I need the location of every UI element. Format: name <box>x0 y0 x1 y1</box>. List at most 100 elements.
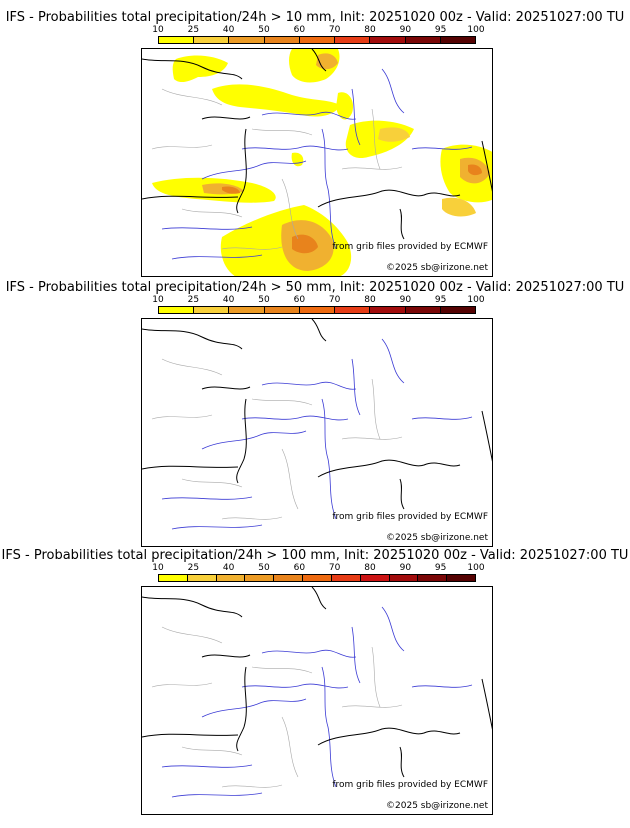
shade-iberia-max <box>292 234 318 254</box>
rivers <box>161 68 473 260</box>
colorbar-swatch <box>216 575 246 581</box>
colorbar-swatch <box>299 307 336 313</box>
colorbar-tick-label: 60 <box>293 25 306 35</box>
colorbar-swatch <box>245 575 275 581</box>
colorbar-swatch <box>370 307 406 313</box>
colorbar-tick-label: 80 <box>364 25 376 35</box>
map-panel-100mm: IFS - Probabilities total precipitation/… <box>0 538 630 815</box>
colorbar-swatch <box>299 37 336 43</box>
borders <box>151 358 403 520</box>
colorbar-swatch <box>447 575 475 581</box>
colorbar-tick-label: 100 <box>467 25 485 35</box>
colorbar-swatch <box>360 575 390 581</box>
colorbar-swatch <box>194 37 230 43</box>
borders <box>151 88 403 250</box>
panel-title: IFS - Probabilities total precipitation/… <box>5 10 625 25</box>
colorbar-tick-label: 10 <box>152 295 164 305</box>
colorbar-tick-label: 50 <box>258 563 270 573</box>
colorbar-ticks: 10 25 40 50 60 70 80 90 95 100 <box>152 563 484 573</box>
colorbar-swatch <box>229 307 265 313</box>
colorbar-swatch <box>194 307 230 313</box>
colorbar-tick-label: 25 <box>187 295 200 305</box>
colorbar-swatch <box>405 307 441 313</box>
colorbar-tick-label: 70 <box>328 25 341 35</box>
map-canvas <box>142 49 492 276</box>
data-credit: from grib files provided by ECMWF <box>332 780 488 790</box>
colorbar-tick-label: 95 <box>434 25 447 35</box>
map-panel-10mm: IFS - Probabilities total precipitation/… <box>0 0 630 277</box>
coastline <box>142 587 492 778</box>
colorbar-swatch <box>335 307 371 313</box>
map-panel-50mm: IFS - Probabilities total precipitation/… <box>0 270 630 547</box>
colorbar-tick-label: 80 <box>364 295 376 305</box>
colorbar-tick-label: 40 <box>222 295 235 305</box>
colorbar <box>158 306 476 314</box>
colorbar-swatch <box>303 575 332 581</box>
colorbar-swatch <box>274 575 304 581</box>
colorbar-tick-label: 40 <box>222 25 235 35</box>
colorbar-swatch <box>370 37 406 43</box>
shade-swiss-core <box>378 127 410 142</box>
colorbar-swatch <box>335 37 371 43</box>
data-credit: from grib files provided by ECMWF <box>332 512 488 522</box>
colorbar-tick-label: 10 <box>152 563 164 573</box>
colorbar-tick-label: 90 <box>399 295 412 305</box>
shade-italy-max <box>468 164 482 176</box>
colorbar-tick-label: 50 <box>258 295 270 305</box>
colorbar-tick-label: 25 <box>187 25 200 35</box>
colorbar <box>158 36 476 44</box>
copyright-notice: ©2025 sb@irizone.net <box>386 533 488 543</box>
colorbar-tick-label: 25 <box>187 563 200 573</box>
shade-biscay-max <box>222 186 240 194</box>
colorbar-tick-label: 100 <box>467 563 485 573</box>
colorbar-swatch <box>389 575 419 581</box>
colorbar-tick-label: 70 <box>328 295 341 305</box>
colorbar-swatch <box>418 575 448 581</box>
colorbar-swatch <box>229 37 265 43</box>
colorbar-swatch <box>264 307 300 313</box>
colorbar-ticks: 10 25 40 50 60 70 80 90 95 100 <box>152 25 484 35</box>
precipitation-map: from grib files provided by ECMWF ©2025 … <box>141 48 493 277</box>
colorbar-swatch <box>159 37 195 43</box>
colorbar-tick-label: 60 <box>293 563 306 573</box>
colorbar-tick-label: 90 <box>399 25 412 35</box>
colorbar <box>158 574 476 582</box>
colorbar-tick-label: 95 <box>434 563 447 573</box>
colorbar-swatch <box>440 37 475 43</box>
colorbar-tick-label: 80 <box>364 563 376 573</box>
copyright-notice: ©2025 sb@irizone.net <box>386 801 488 811</box>
colorbar-tick-label: 100 <box>467 295 485 305</box>
colorbar-tick-label: 70 <box>328 563 341 573</box>
shade-uk-south <box>172 55 228 83</box>
colorbar-swatch <box>264 37 300 43</box>
coastline <box>142 49 492 240</box>
colorbar-swatch <box>405 37 441 43</box>
shade-ligurian <box>442 197 476 217</box>
shade-pyrenees-spot <box>291 152 304 167</box>
panel-title: IFS - Probabilities total precipitation/… <box>5 280 625 295</box>
colorbar-swatch <box>331 575 361 581</box>
map-canvas <box>142 319 492 530</box>
rivers <box>161 606 473 798</box>
data-credit: from grib files provided by ECMWF <box>332 242 488 252</box>
colorbar-tick-label: 40 <box>222 563 235 573</box>
map-canvas <box>142 587 492 798</box>
colorbar-swatch <box>159 575 188 581</box>
coastline <box>142 319 492 510</box>
colorbar-tick-label: 60 <box>293 295 306 305</box>
colorbar-swatch <box>159 307 195 313</box>
precipitation-map: from grib files provided by ECMWF ©2025 … <box>141 318 493 547</box>
borders <box>151 626 403 788</box>
rivers <box>161 338 473 530</box>
shade-normandy <box>212 84 340 117</box>
colorbar-tick-label: 95 <box>434 295 447 305</box>
shade-champagne <box>336 92 354 120</box>
colorbar-ticks: 10 25 40 50 60 70 80 90 95 100 <box>152 295 484 305</box>
panel-title: IFS - Probabilities total precipitation/… <box>1 548 629 563</box>
colorbar-tick-label: 10 <box>152 25 164 35</box>
colorbar-tick-label: 50 <box>258 25 270 35</box>
precipitation-map: from grib files provided by ECMWF ©2025 … <box>141 586 493 815</box>
colorbar-tick-label: 90 <box>399 563 412 573</box>
colorbar-swatch <box>440 307 475 313</box>
copyright-notice: ©2025 sb@irizone.net <box>386 263 488 273</box>
